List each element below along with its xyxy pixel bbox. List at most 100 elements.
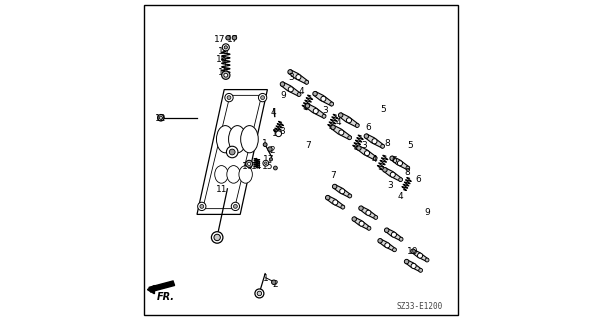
- Circle shape: [405, 259, 409, 264]
- Text: 4: 4: [336, 118, 341, 127]
- Circle shape: [232, 36, 237, 40]
- Circle shape: [226, 36, 231, 40]
- Polygon shape: [281, 82, 301, 96]
- Circle shape: [257, 291, 262, 296]
- Ellipse shape: [227, 166, 240, 183]
- Text: 3: 3: [388, 181, 394, 190]
- Circle shape: [305, 80, 309, 84]
- Circle shape: [247, 162, 251, 165]
- Circle shape: [268, 147, 272, 151]
- Text: 11: 11: [216, 185, 228, 194]
- Polygon shape: [411, 249, 429, 262]
- Circle shape: [380, 144, 385, 148]
- Circle shape: [359, 221, 364, 226]
- Text: 17: 17: [214, 35, 226, 44]
- Circle shape: [296, 75, 301, 80]
- Circle shape: [399, 237, 403, 241]
- Circle shape: [322, 114, 326, 118]
- Circle shape: [332, 184, 337, 189]
- Circle shape: [288, 87, 293, 92]
- Circle shape: [297, 92, 301, 96]
- Ellipse shape: [239, 166, 252, 183]
- Circle shape: [224, 46, 228, 49]
- Circle shape: [425, 258, 429, 262]
- Circle shape: [231, 202, 240, 211]
- Polygon shape: [149, 281, 175, 292]
- Polygon shape: [339, 113, 359, 127]
- Circle shape: [390, 156, 394, 161]
- Text: 15: 15: [218, 47, 229, 56]
- Text: 16: 16: [216, 55, 228, 64]
- Circle shape: [226, 146, 238, 158]
- Circle shape: [372, 139, 377, 144]
- Circle shape: [255, 289, 264, 298]
- Circle shape: [359, 206, 363, 211]
- Circle shape: [385, 228, 389, 232]
- Circle shape: [383, 168, 387, 172]
- Text: 6: 6: [365, 124, 371, 132]
- Polygon shape: [390, 156, 409, 170]
- Circle shape: [246, 160, 253, 167]
- Text: 1: 1: [262, 140, 268, 148]
- Circle shape: [364, 134, 368, 138]
- Polygon shape: [326, 196, 344, 209]
- Text: 9: 9: [424, 208, 430, 217]
- Circle shape: [355, 124, 359, 127]
- Circle shape: [333, 200, 338, 205]
- Circle shape: [348, 136, 352, 140]
- Polygon shape: [313, 92, 334, 106]
- Circle shape: [330, 102, 334, 106]
- Circle shape: [197, 202, 206, 211]
- Circle shape: [366, 210, 371, 215]
- Circle shape: [391, 232, 397, 237]
- Text: 16: 16: [243, 162, 254, 171]
- Polygon shape: [333, 184, 352, 198]
- Circle shape: [374, 215, 377, 219]
- Circle shape: [397, 161, 403, 166]
- Text: 4: 4: [371, 156, 377, 164]
- Circle shape: [227, 96, 231, 100]
- Circle shape: [272, 280, 276, 284]
- Text: 14: 14: [250, 162, 262, 171]
- Text: 1: 1: [263, 274, 268, 283]
- Polygon shape: [379, 239, 396, 252]
- Text: 6: 6: [415, 175, 421, 184]
- Polygon shape: [359, 206, 377, 219]
- Circle shape: [399, 178, 403, 181]
- Circle shape: [234, 204, 237, 208]
- Circle shape: [158, 115, 164, 121]
- Polygon shape: [383, 168, 402, 181]
- Circle shape: [373, 156, 377, 160]
- Circle shape: [313, 92, 317, 96]
- Text: 5: 5: [380, 105, 386, 114]
- Circle shape: [258, 93, 267, 102]
- Circle shape: [263, 160, 268, 166]
- Text: 3: 3: [279, 127, 285, 136]
- Polygon shape: [197, 90, 267, 214]
- Circle shape: [331, 125, 335, 130]
- Text: 7: 7: [330, 171, 336, 180]
- Text: 17: 17: [262, 155, 274, 164]
- Text: 10: 10: [272, 129, 284, 138]
- Circle shape: [305, 104, 309, 108]
- Text: 15: 15: [262, 162, 273, 171]
- Circle shape: [214, 234, 220, 241]
- Text: 7: 7: [305, 141, 311, 150]
- Text: 2: 2: [272, 280, 278, 289]
- Text: 6: 6: [391, 156, 397, 165]
- Circle shape: [411, 263, 416, 268]
- Polygon shape: [203, 95, 262, 209]
- Circle shape: [313, 108, 318, 114]
- Polygon shape: [357, 146, 377, 160]
- Ellipse shape: [241, 125, 258, 153]
- Circle shape: [339, 130, 344, 135]
- Text: 3: 3: [361, 141, 367, 150]
- Polygon shape: [147, 285, 155, 294]
- Circle shape: [385, 243, 390, 248]
- Circle shape: [352, 217, 356, 221]
- Text: 8: 8: [384, 140, 389, 148]
- Circle shape: [211, 232, 223, 243]
- Circle shape: [367, 226, 371, 230]
- Circle shape: [200, 204, 203, 208]
- Circle shape: [263, 143, 267, 147]
